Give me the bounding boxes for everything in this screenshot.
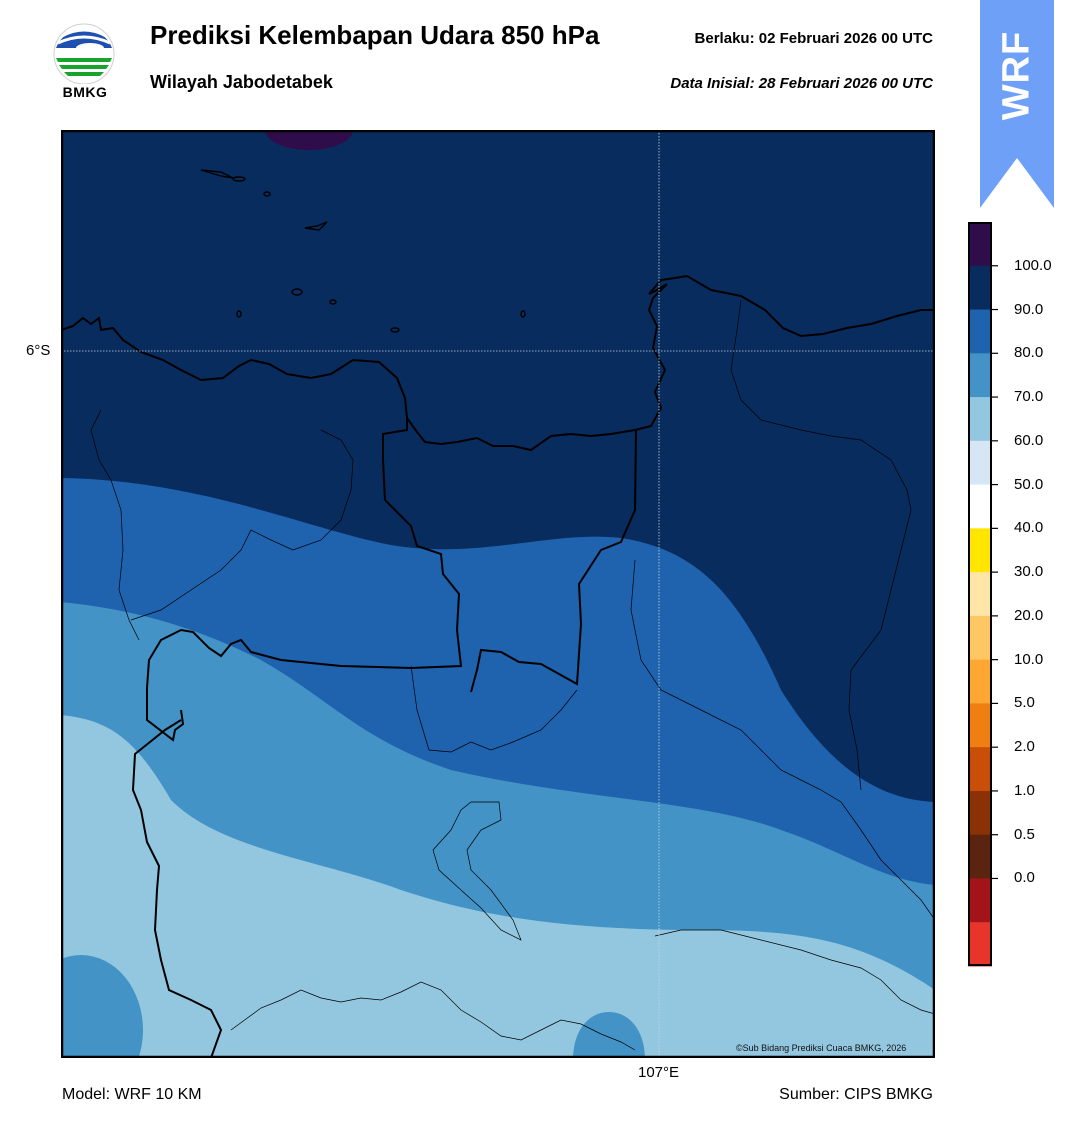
colorbar-segment <box>968 703 992 748</box>
colorbar-tick-label: 30.0 <box>1014 563 1044 581</box>
colorbar-tick-label: 1.0 <box>1014 781 1035 799</box>
colorbar-segment <box>968 572 992 617</box>
district-boundary-3 <box>410 665 578 753</box>
humidity-map <box>61 130 935 1058</box>
init-time: Data Inisial: 28 Februari 2026 00 UTC <box>670 75 933 92</box>
colorbar-segment <box>968 397 992 442</box>
colorbar-segment <box>968 484 992 529</box>
colorbar-tick-label: 40.0 <box>1014 519 1044 537</box>
colorbar-segment <box>968 659 992 704</box>
island-3 <box>263 191 271 197</box>
copyright-notice: ©Sub Bidang Prediksi Cuaca BMKG, 2026 <box>736 1043 907 1053</box>
district-boundary-6 <box>432 801 522 941</box>
colorbar-segment <box>968 222 992 267</box>
wrf-badge-label: WRF <box>995 30 1038 120</box>
source-label: Sumber: CIPS BMKG <box>779 1086 933 1103</box>
island-6 <box>329 299 337 305</box>
patch-bottom-left <box>61 955 143 1058</box>
map-frame <box>61 130 935 1058</box>
colorbar-tick-label: 2.0 <box>1014 738 1035 756</box>
district-boundary-5 <box>730 299 912 791</box>
wrf-badge <box>980 0 1054 208</box>
colorbar-segment <box>968 790 992 836</box>
island-5 <box>291 288 303 296</box>
island-2 <box>232 176 246 182</box>
lat-label-6s: 6°S <box>26 342 51 359</box>
colorbar-tick-label: 10.0 <box>1014 650 1044 668</box>
colorbar-tick-label: 50.0 <box>1014 475 1044 493</box>
colorbar-tick-label: 80.0 <box>1014 344 1044 362</box>
colorbar-tick-label: 100.0 <box>1014 256 1052 274</box>
chart-title: Prediksi Kelembapan Udara 850 hPa <box>150 20 600 50</box>
colorbar-segment <box>968 878 992 923</box>
colorbar-tick-label: 5.0 <box>1014 694 1035 712</box>
coastline <box>61 274 935 452</box>
island-4 <box>304 221 328 231</box>
colorbar-segment <box>968 528 992 573</box>
island-7 <box>236 310 242 318</box>
colorbar-tick-label: 0.0 <box>1014 869 1035 887</box>
colorbar-segment <box>968 309 992 354</box>
lon-label-107e: 107°E <box>638 1064 680 1081</box>
province-border-west <box>131 719 223 1058</box>
district-boundary-8 <box>230 981 636 1051</box>
colorbar-segment <box>968 922 992 967</box>
province-border-east <box>470 429 637 693</box>
colorbar <box>968 222 998 967</box>
band-60-70 <box>61 715 935 1058</box>
colorbar-tick-label: 60.0 <box>1014 431 1044 449</box>
colorbar-segment <box>968 834 992 879</box>
colorbar-segment <box>968 265 992 311</box>
colorbar-tick-label: 20.0 <box>1014 606 1044 624</box>
model-label: Model: WRF 10 KM <box>62 1086 202 1103</box>
colorbar-tick-label: 90.0 <box>1014 300 1044 318</box>
band-100-plus <box>265 130 353 150</box>
bmkg-emblem-icon <box>53 23 115 85</box>
valid-time: Berlaku: 02 Februari 2026 00 UTC <box>694 30 933 47</box>
district-boundary-1 <box>90 409 140 641</box>
region-subtitle: Wilayah Jabodetabek <box>150 72 333 92</box>
colorbar-tick-label: 70.0 <box>1014 388 1044 406</box>
patch-bottom-middle <box>573 1012 645 1058</box>
colorbar-frame <box>968 222 992 966</box>
colorbar-segment <box>968 615 992 661</box>
island-8 <box>390 327 400 333</box>
colorbar-segment <box>968 440 992 486</box>
district-boundary-7 <box>654 929 935 1015</box>
colorbar-segment <box>968 353 992 398</box>
colorbar-tick-label: 0.5 <box>1014 825 1035 843</box>
island-9 <box>520 310 526 318</box>
district-boundary-2 <box>130 429 354 621</box>
bmkg-logo: BMKG <box>50 18 120 102</box>
wrf-badge-label-wrap: WRF <box>980 20 1054 130</box>
district-boundary-4 <box>630 559 935 921</box>
logo-text: BMKG <box>62 84 108 100</box>
colorbar-segment <box>968 747 992 792</box>
jakarta-border <box>146 418 463 742</box>
